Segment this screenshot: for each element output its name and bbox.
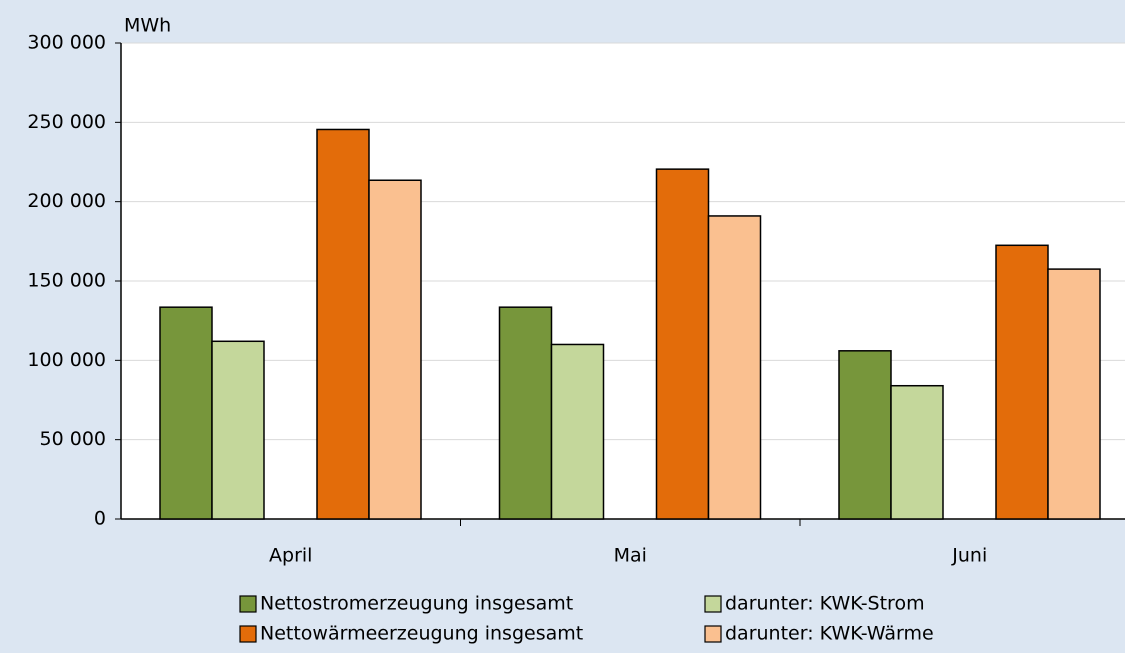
bar: [368, 179, 422, 520]
x-tick-label: Juni: [951, 545, 987, 567]
legend-swatch: [704, 625, 722, 643]
bar: [498, 306, 553, 520]
legend-label: darunter: KWK-Wärme: [725, 623, 934, 645]
legend-label: darunter: KWK-Strom: [725, 593, 925, 615]
legend-swatch: [239, 595, 257, 613]
y-unit-label: MWh: [124, 15, 171, 37]
bar: [890, 384, 944, 520]
y-tick-label: 100 000: [27, 349, 106, 371]
y-tick-label: 200 000: [27, 190, 106, 212]
y-tick-label: 250 000: [27, 111, 106, 133]
bar: [655, 168, 710, 520]
y-tick-label: 0: [94, 508, 106, 530]
legend-swatch: [239, 625, 257, 643]
y-tick-label: 300 000: [27, 32, 106, 54]
bar: [1047, 268, 1101, 520]
bar: [211, 340, 265, 520]
bar: [550, 343, 605, 520]
x-tick-label: April: [269, 545, 312, 567]
y-tick-label: 50 000: [40, 428, 106, 450]
y-tick-label: 150 000: [27, 270, 106, 292]
bar: [707, 215, 762, 520]
bar: [316, 128, 370, 520]
x-tick-label: Mai: [614, 545, 647, 567]
legend-swatch: [704, 595, 722, 613]
bar: [995, 244, 1049, 520]
bar: [838, 350, 892, 520]
bar: [159, 306, 213, 520]
legend-label: Nettowärmeerzeugung insgesamt: [260, 623, 583, 645]
legend-label: Nettostromerzeugung insgesamt: [260, 593, 573, 615]
